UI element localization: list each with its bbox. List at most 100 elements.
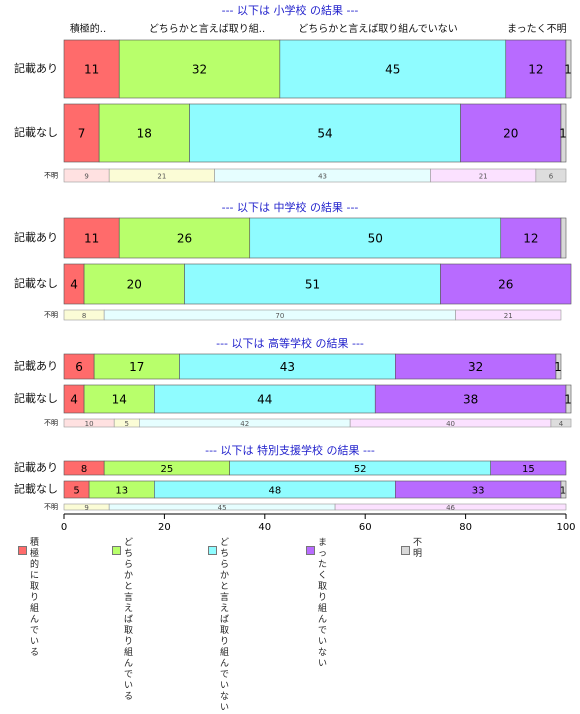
- data-label: 15: [522, 464, 535, 475]
- bar-segment: [83, 384, 155, 414]
- legend-swatch: [208, 546, 217, 555]
- data-label: 45: [218, 504, 227, 512]
- data-label: 43: [280, 360, 295, 374]
- bar-segment: [565, 39, 572, 99]
- data-label: 17: [129, 360, 144, 374]
- data-label: 8: [81, 464, 87, 475]
- bar-segment: [455, 309, 562, 321]
- bar-segment: [118, 217, 251, 259]
- panel-title: --- 以下は 特別支援学校 の結果 ---: [205, 443, 375, 457]
- x-tick-label: 80: [459, 522, 472, 533]
- row-label-unknown: 不明: [44, 172, 58, 180]
- series-header: どちらかと言えば取り組..: [149, 22, 265, 35]
- row-label: 記載なし: [14, 276, 58, 290]
- panel-title: --- 以下は 高等学校 の結果 ---: [216, 336, 364, 350]
- row-label: 記載あり: [14, 61, 58, 75]
- data-label: 32: [468, 360, 483, 374]
- data-label: 1: [559, 127, 567, 141]
- data-label: 51: [305, 278, 320, 292]
- bar-segment: [500, 217, 562, 259]
- x-tick-label: 40: [258, 522, 271, 533]
- data-label: 46: [446, 504, 455, 512]
- data-label: 50: [368, 232, 383, 246]
- data-label: 20: [127, 278, 142, 292]
- data-label: 20: [503, 127, 518, 141]
- data-label: 18: [137, 127, 152, 141]
- series-header: まったく不明: [507, 23, 567, 35]
- data-label: 14: [112, 393, 127, 407]
- bar-segment: [118, 39, 281, 99]
- bar-segment: [374, 384, 567, 414]
- series-header: 積極的..: [70, 22, 106, 35]
- legend-label: どちらかと言えば 取り組んでいる: [124, 538, 134, 702]
- data-label: 70: [275, 312, 284, 320]
- stacked-bar-chart: 積極的.. どちらかと言えば取り組.. どちらかと言えば取り組んでいない まったく不明…: [14, 3, 576, 533]
- row-label: 記載あり: [14, 359, 58, 373]
- x-tick-label: 20: [158, 522, 171, 533]
- data-label: 5: [73, 486, 79, 497]
- row-label: 記載なし: [14, 125, 58, 139]
- data-label: 8: [82, 312, 86, 320]
- data-label: 32: [192, 63, 207, 77]
- bar-segment: [440, 263, 572, 305]
- bar-segment: [565, 384, 572, 414]
- bar-segment: [490, 460, 567, 476]
- data-label: 11: [84, 232, 99, 246]
- data-label: 48: [268, 486, 281, 497]
- legend-swatch: [18, 546, 27, 555]
- bar-segment: [505, 39, 567, 99]
- data-label: 52: [354, 464, 367, 475]
- data-label: 12: [523, 232, 538, 246]
- data-label: 6: [75, 360, 83, 374]
- data-label: 7: [78, 127, 86, 141]
- bar-segment: [154, 384, 376, 414]
- data-label: 21: [157, 173, 166, 181]
- data-label: 9: [84, 173, 88, 181]
- bar-segment: [249, 217, 502, 259]
- data-label: 26: [498, 278, 513, 292]
- legend-label: どちらかと言えば 取り組んでいない: [220, 538, 230, 713]
- bar-segment: [189, 103, 461, 163]
- data-label: 38: [463, 393, 478, 407]
- row-label: 記載なし: [14, 391, 58, 405]
- bar-segment: [93, 353, 180, 380]
- bar-segment: [555, 353, 562, 380]
- data-label: 26: [177, 232, 192, 246]
- data-label: 5: [125, 420, 129, 428]
- data-label: 33: [472, 486, 485, 497]
- row-label: 記載あり: [14, 230, 58, 244]
- bar-segment: [535, 168, 567, 183]
- data-label: 43: [318, 173, 327, 181]
- legend-label: 不明: [413, 538, 423, 559]
- data-label: 12: [528, 63, 543, 77]
- row-label-unknown: 不明: [44, 311, 58, 319]
- x-tick-label: 60: [359, 522, 372, 533]
- data-label: 13: [115, 486, 128, 497]
- bar-segment: [560, 103, 567, 163]
- bar-segment: [63, 217, 120, 259]
- data-label: 4: [70, 278, 78, 292]
- data-label: 1: [560, 486, 566, 497]
- data-label: 9: [84, 504, 88, 512]
- bar-segment: [550, 418, 572, 428]
- data-label: 4: [559, 420, 564, 428]
- bar-segment: [179, 353, 396, 380]
- data-label: 6: [549, 173, 554, 181]
- row-label-unknown: 不明: [44, 503, 58, 511]
- bar-segment: [560, 217, 567, 259]
- row-label: 記載なし: [14, 482, 58, 496]
- panel-title: --- 以下は 中学校 の結果 ---: [222, 200, 359, 214]
- data-label: 1: [564, 63, 572, 77]
- legend-swatch: [112, 546, 121, 555]
- bar-segment: [63, 103, 100, 163]
- bar-segment: [63, 39, 120, 99]
- legend-swatch: [306, 546, 315, 555]
- bar-segment: [98, 103, 190, 163]
- data-label: 21: [504, 312, 513, 320]
- data-label: 4: [70, 393, 78, 407]
- data-label: 40: [446, 420, 455, 428]
- panel-title: --- 以下は 小学校 の結果 ---: [222, 3, 359, 17]
- legend-swatch: [401, 546, 410, 555]
- data-label: 1: [564, 393, 572, 407]
- legend-label: 積極的に 取り組んでいる: [30, 538, 40, 658]
